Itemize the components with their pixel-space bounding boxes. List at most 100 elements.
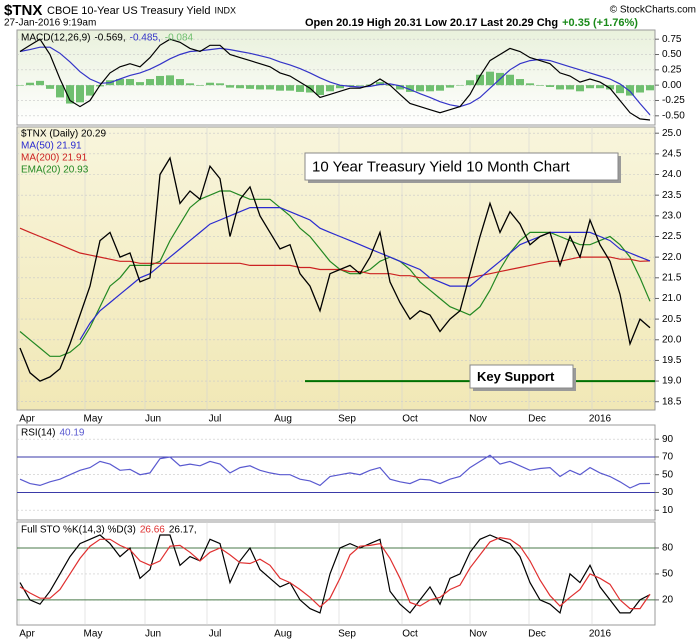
histogram-bar — [336, 85, 344, 89]
histogram-bar — [636, 85, 644, 93]
series-line — [19, 534, 651, 614]
histogram-bar — [16, 85, 24, 86]
y-tick-label: 30 — [662, 487, 674, 498]
y-tick-label: 0.00 — [662, 80, 682, 91]
histogram-bar — [206, 82, 214, 86]
histogram-bar — [226, 85, 234, 88]
histogram-bar — [526, 83, 534, 86]
y-tick-label: 21.0 — [662, 293, 682, 304]
y-tick-label: 22.5 — [662, 231, 682, 242]
legend-entry: -0.084 — [165, 33, 194, 44]
x-tick-label: 2016 — [589, 414, 612, 425]
panel-title: RSI(14) — [21, 428, 55, 439]
histogram-bar — [216, 83, 224, 86]
histogram-bar — [286, 85, 294, 91]
histogram-bar — [116, 79, 124, 86]
histogram-bar — [316, 85, 324, 95]
symbol: $TNX — [4, 2, 42, 19]
x-tick-label: Dec — [528, 414, 546, 425]
legend-entry: 40.19 — [59, 428, 84, 439]
histogram-bar — [536, 85, 544, 86]
histogram-bar — [326, 85, 334, 92]
annotation-text: Key Support — [477, 369, 555, 384]
histogram-bar — [516, 79, 524, 86]
y-tick-label: 90 — [662, 434, 674, 445]
histogram-bar — [616, 85, 624, 94]
histogram-bar — [86, 85, 94, 96]
legend-entry: MA(200) 21.91 — [21, 153, 88, 164]
panel-title: Full STO %K(14,3) %D(3) — [21, 525, 136, 536]
panel-title: MACD(12,26,9) — [21, 33, 90, 44]
y-tick-label: 50 — [662, 569, 674, 580]
histogram-bar — [346, 85, 354, 87]
y-tick-label: 0.25 — [662, 64, 682, 75]
y-tick-label: 20.0 — [662, 334, 682, 345]
quote: Open 20.19 High 20.31 Low 20.17 Last 20.… — [305, 17, 558, 29]
histogram-bar — [476, 74, 484, 86]
histogram-bar — [56, 85, 64, 98]
x-tick-label: May — [84, 629, 103, 639]
histogram-bar — [546, 85, 554, 87]
histogram-bar — [166, 75, 174, 86]
y-tick-label: 80 — [662, 543, 674, 554]
panel-background — [16, 424, 656, 521]
series-line — [19, 227, 651, 279]
histogram-bar — [426, 85, 434, 92]
histogram-bar — [176, 79, 184, 86]
y-tick-label: 70 — [662, 452, 674, 463]
x-tick-label: Jun — [145, 629, 161, 639]
x-tick-label: May — [84, 414, 103, 425]
histogram-bar — [146, 79, 154, 86]
x-tick-label: Nov — [469, 414, 487, 425]
histogram-bar — [266, 85, 274, 90]
y-tick-label: -0.25 — [662, 95, 685, 106]
histogram-bar — [46, 85, 54, 89]
y-tick-label: 22.0 — [662, 252, 682, 263]
y-tick-label: 20.5 — [662, 314, 682, 325]
histogram-bar — [506, 74, 514, 86]
exchange: INDX — [214, 5, 236, 15]
series-line — [19, 46, 651, 116]
y-tick-label: 25.0 — [662, 128, 682, 139]
histogram-bar — [466, 80, 474, 86]
histogram-bar — [76, 85, 84, 103]
x-tick-label: Jun — [145, 414, 161, 425]
x-tick-label: Dec — [528, 629, 546, 639]
histogram-bar — [236, 85, 244, 89]
histogram-bar — [626, 85, 634, 96]
legend-entry: MA(50) 21.91 — [21, 141, 82, 152]
annotation-text: 10 Year Treasury Yield 10 Month Chart — [312, 158, 570, 175]
histogram-bar — [446, 85, 454, 88]
histogram-bar — [596, 85, 604, 89]
histogram-bar — [256, 85, 264, 90]
histogram-bar — [26, 82, 34, 86]
histogram-bar — [606, 85, 614, 90]
histogram-bar — [246, 85, 254, 89]
y-tick-label: 19.5 — [662, 355, 682, 366]
legend-entry: $TNX (Daily) 20.29 — [21, 129, 106, 140]
y-tick-label: 21.5 — [662, 272, 682, 283]
histogram-bar — [646, 85, 654, 91]
y-tick-label: 18.5 — [662, 396, 682, 407]
histogram-bar — [36, 80, 44, 86]
x-tick-label: Sep — [338, 629, 356, 639]
series-line — [19, 156, 651, 382]
legend-entry: 26.66 — [140, 525, 165, 536]
x-tick-label: 2016 — [589, 629, 612, 639]
legend-entry: 26.17, — [169, 525, 197, 536]
x-tick-label: Sep — [338, 414, 356, 425]
histogram-bar — [276, 85, 284, 91]
legend-entry: EMA(20) 20.93 — [21, 165, 89, 176]
x-tick-label: Oct — [402, 629, 418, 639]
y-tick-label: 23.0 — [662, 210, 682, 221]
annotation-box — [469, 364, 574, 389]
histogram-bar — [186, 83, 194, 86]
histogram-bar — [406, 85, 414, 92]
series-line — [19, 38, 651, 121]
security-name: CBOE 10-Year US Treasury Yield — [47, 5, 210, 17]
x-tick-label: Aug — [274, 629, 292, 639]
x-tick-label: Oct — [402, 414, 418, 425]
date: 27-Jan-2016 9:19am — [4, 18, 96, 29]
credit: © StockCharts.com — [610, 5, 696, 16]
